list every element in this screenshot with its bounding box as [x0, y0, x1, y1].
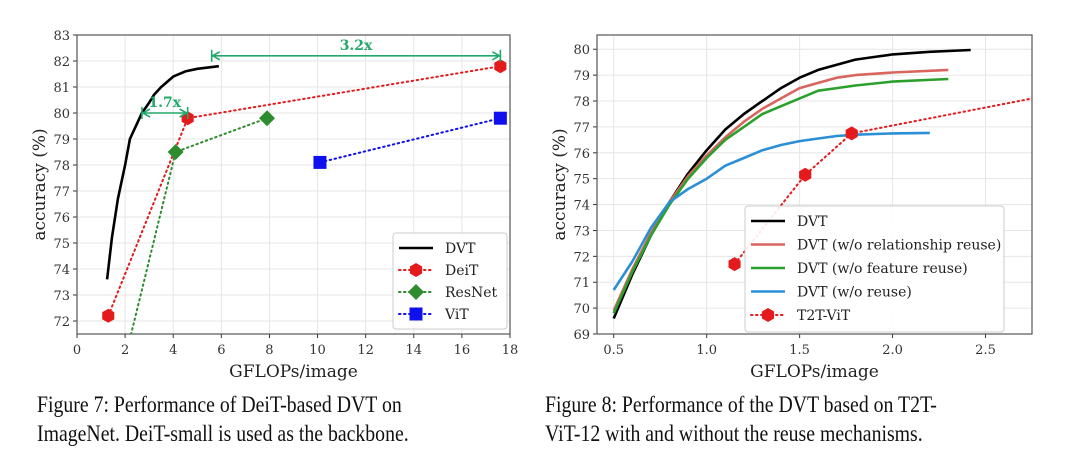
legend-label: ResNet [445, 285, 498, 301]
x-tick-label: 18 [502, 343, 519, 358]
figure-7-caption: Figure 7: Performance of DeiT-based DVT … [37, 390, 409, 448]
hexagon-marker [845, 126, 858, 141]
x-axis-label: GFLOPs/image [229, 362, 358, 382]
square-marker [409, 307, 423, 321]
legend-label: DeiT [445, 263, 479, 279]
x-tick-label: 0.5 [603, 343, 624, 358]
diamond-marker [259, 110, 276, 127]
hexagon-marker [728, 257, 741, 272]
y-tick-label: 74 [573, 199, 590, 214]
y-axis-label: accuracy (%) [550, 128, 570, 240]
plot-frame [596, 34, 1033, 335]
hexagon-marker [409, 263, 423, 277]
y-tick-label: 80 [53, 107, 70, 122]
annotation-label: 1.7x [148, 95, 181, 111]
y-tick-label: 73 [573, 224, 590, 239]
x-tick-label: 14 [406, 343, 423, 358]
hexagon-marker [761, 308, 775, 322]
series-line-resnet [130, 117, 268, 334]
y-tick-label: 81 [53, 81, 70, 96]
square-marker [313, 155, 327, 169]
x-tick-label: 12 [357, 343, 374, 358]
series-line-deit [107, 65, 502, 317]
x-tick-label: 6 [217, 343, 225, 358]
legend-label: ViT [444, 307, 469, 323]
caption-line: Figure 7: Performance of DeiT-based DVT … [37, 392, 402, 417]
y-tick-label: 78 [53, 159, 70, 174]
legend-label: DVT (w/o reuse) [797, 285, 912, 301]
x-tick-label: 8 [265, 343, 273, 358]
hexagon-marker [494, 59, 507, 74]
x-tick-label: 4 [169, 343, 177, 358]
y-tick-label: 72 [53, 315, 70, 330]
y-tick-label: 79 [53, 133, 70, 148]
x-tick-label: 2 [121, 343, 129, 358]
y-tick-label: 71 [573, 276, 590, 291]
legend-label: T2T-ViT [797, 308, 851, 324]
caption-line: ImageNet. DeiT-small is used as the back… [37, 421, 409, 446]
legend: DVT DVT (w/o relationship reuse) DVT (w/o … [744, 205, 1005, 333]
y-tick-label: 77 [53, 185, 70, 200]
arrowhead-right [491, 51, 501, 61]
y-tick-label: 73 [53, 289, 70, 304]
figure-8-caption: Figure 8: Performance of the DVT based o… [545, 390, 937, 448]
series-group [105, 64, 502, 334]
y-axis-label: accuracy (%) [30, 128, 50, 240]
x-tick-label: 16 [454, 343, 471, 358]
x-tick-label: 2.0 [882, 343, 903, 358]
series-line-vit [319, 117, 502, 164]
diamond-marker [408, 284, 424, 300]
x-axis-label: GFLOPs/image [750, 362, 879, 382]
diamond-marker [167, 144, 184, 160]
y-tick-label: 80 [573, 43, 590, 58]
plot-frame [76, 34, 511, 335]
y-tick-label: 74 [53, 263, 70, 278]
y-tick-label: 83 [53, 29, 70, 44]
legend-label: DVT (w/o feature reuse) [797, 261, 968, 277]
diamond-marker [112, 370, 128, 386]
markers-group [728, 126, 858, 272]
figure-7-chart: 0 2 4 6 8 10 12 14 16 18 72 73 74 75 76 77 78 79 80 81 82 83 G… [30, 29, 519, 386]
y-tick-label: 79 [573, 69, 590, 84]
caption-line: ViT-12 with and without the reuse mechan… [545, 421, 923, 446]
arrowhead-left [211, 51, 221, 61]
x-tick-label: 0 [73, 343, 81, 358]
y-tick-label: 76 [573, 147, 590, 162]
square-marker [493, 111, 507, 125]
y-tick-label: 75 [53, 237, 70, 252]
series-line-dvt [105, 64, 220, 280]
legend-label: DVT [445, 241, 476, 257]
y-tick-label: 78 [573, 95, 590, 110]
legend-label: DVT (w/o relationship reuse) [797, 238, 1001, 254]
y-tick-label: 75 [573, 173, 590, 188]
y-tick-label: 72 [573, 250, 590, 265]
y-tick-label: 82 [53, 55, 70, 70]
y-tick-label: 77 [573, 121, 590, 136]
series-line-dvt-w-o-feature-reuse- [612, 77, 949, 314]
series-line-dvt-w-o-relationship-reuse- [612, 68, 949, 312]
legend-box [744, 205, 1005, 333]
y-tick-label: 69 [573, 328, 590, 343]
caption-line: Figure 8: Performance of the DVT based o… [545, 392, 937, 417]
legend-box [392, 232, 508, 330]
annotation-label: 3.2x [340, 38, 373, 54]
legend: DVT DeiT ResNet ViT [392, 232, 508, 330]
hexagon-marker [102, 308, 115, 323]
arrowhead-left [141, 108, 151, 118]
y-tick-label: 76 [53, 211, 70, 226]
x-tick-label: 1.5 [789, 343, 810, 358]
figure-8-chart: 0.5 1.0 1.5 2.0 2.5 69 70 71 72 73 74 75 76 77 78 79 80 G… [550, 34, 1033, 382]
x-tick-label: 1.0 [696, 343, 717, 358]
arrowhead-right [179, 108, 189, 118]
x-tick-label: 2.5 [975, 343, 996, 358]
x-tick-label: 10 [309, 343, 326, 358]
legend-label: DVT [797, 214, 828, 230]
y-tick-label: 70 [573, 302, 590, 317]
hexagon-marker [799, 167, 812, 182]
